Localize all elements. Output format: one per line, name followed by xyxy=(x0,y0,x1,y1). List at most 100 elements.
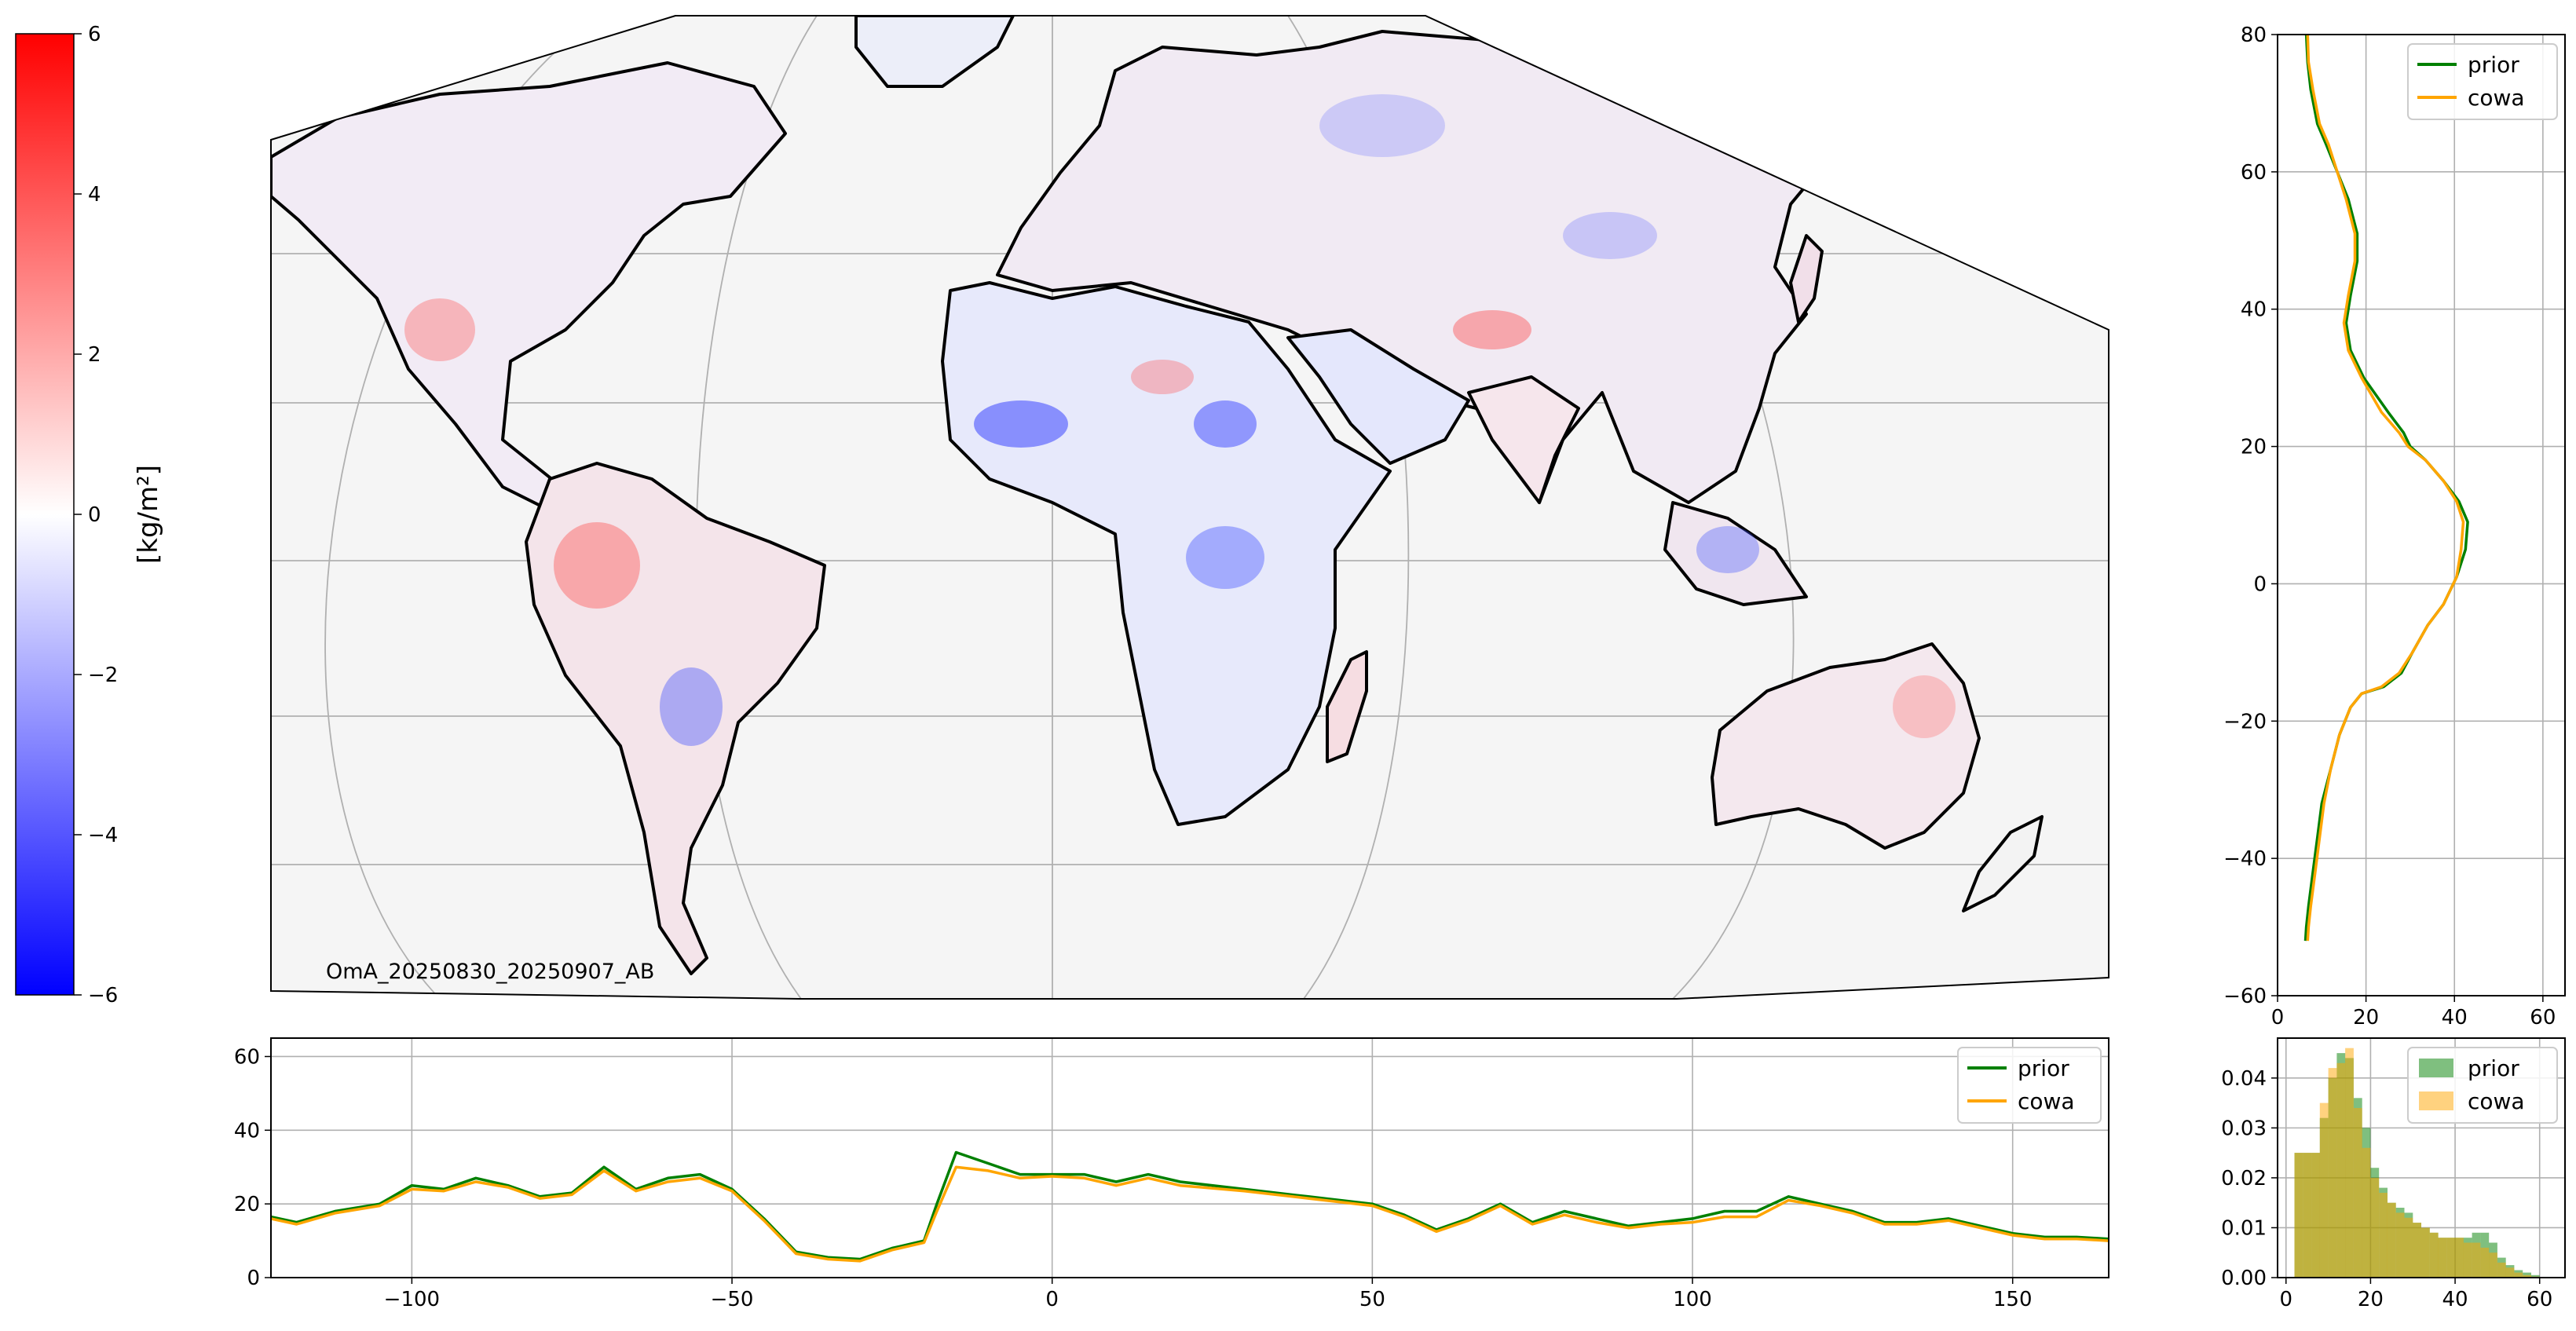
histogram-bar-cowa xyxy=(2311,1153,2320,1278)
colorbar-tick-label: −4 xyxy=(88,824,118,847)
colorbar-gradient xyxy=(15,33,75,996)
colorbar-ticks: 6 4 2 0 −2 −4 −6 xyxy=(74,23,118,1007)
colorbar: 6 4 2 0 −2 −4 −6 [kg/m²] xyxy=(15,23,164,1007)
legend-cowa-label: cowa xyxy=(2468,1088,2525,1114)
map-boundary xyxy=(270,15,2109,1000)
histogram-xtick-label: 0 xyxy=(2279,1288,2292,1311)
histogram-ytick-label: 0.01 xyxy=(2221,1216,2267,1240)
histogram-bar-cowa xyxy=(2480,1247,2490,1278)
latitude-profile-ytick-label: −20 xyxy=(2223,710,2267,733)
longitude-profile-line-prior xyxy=(271,1150,2109,1261)
colorbar-tick-label: 0 xyxy=(88,503,101,527)
histogram-bar-cowa xyxy=(2353,1108,2362,1278)
latitude-profile-line-cowa xyxy=(2306,35,2465,942)
histogram-bar-cowa xyxy=(2429,1232,2439,1278)
landmass-south-america xyxy=(525,462,826,975)
colorbar-tick-label: −6 xyxy=(88,984,118,1007)
histogram-bar-cowa xyxy=(2472,1242,2481,1278)
histogram-bar-cowa xyxy=(2413,1223,2421,1278)
longitude-profile-ytick-label: 20 xyxy=(234,1193,260,1216)
histogram-bar-cowa xyxy=(2438,1238,2447,1278)
histogram-bar-cowa xyxy=(2514,1272,2523,1278)
longitude-profile-ytick-label: 0 xyxy=(247,1267,260,1290)
legend-cowa-label: cowa xyxy=(2468,85,2525,111)
histogram-bar-cowa xyxy=(2294,1153,2303,1278)
latitude-profile-ytick-label: −40 xyxy=(2223,847,2267,871)
longitude-profile-legend: prior cowa xyxy=(1957,1047,2102,1124)
latitude-profile-xtick-label: 20 xyxy=(2353,1006,2379,1029)
histogram-bar-cowa xyxy=(2505,1267,2515,1278)
latitude-profile-xtick-label: 40 xyxy=(2442,1006,2468,1029)
histogram-bar-prior xyxy=(2530,1274,2540,1278)
latitude-profile-legend: prior cowa xyxy=(2407,43,2558,120)
histogram-panel: 0 20 40 60 0.00 0.01 0.02 0.03 0.04 prior cowa xyxy=(2221,1037,2566,1311)
histogram-bar-cowa xyxy=(2328,1068,2337,1278)
map-panel: OmA_20250830_20250907_AB xyxy=(270,15,2109,1000)
landmass-greenland xyxy=(854,16,1015,88)
legend-cowa-label: cowa xyxy=(2018,1088,2075,1114)
anomaly-patches xyxy=(404,94,1956,746)
histogram-bar-cowa xyxy=(2421,1227,2430,1278)
landmass-north-america xyxy=(271,61,787,512)
colorbar-tick-label: 4 xyxy=(88,183,101,207)
longitude-profile-lines xyxy=(271,1150,2109,1263)
histogram-legend: prior cowa xyxy=(2407,1047,2558,1124)
histogram-ytick-label: 0.00 xyxy=(2221,1267,2267,1290)
colorbar-tick-label: 6 xyxy=(88,23,101,46)
landmass-india xyxy=(1467,375,1580,504)
longitude-profile-xtick-label: −100 xyxy=(384,1288,440,1311)
histogram-bar-cowa xyxy=(2497,1262,2506,1278)
histogram-bar-cowa xyxy=(2463,1242,2472,1278)
histogram-bar-cowa xyxy=(2303,1153,2312,1278)
latitude-profile-ytick-label: 40 xyxy=(2241,298,2267,322)
histogram-ticks: 0 20 40 60 0.00 0.01 0.02 0.03 0.04 xyxy=(2221,1067,2552,1311)
histogram-bar-cowa xyxy=(2362,1147,2371,1278)
longitude-profile-ytick-label: 40 xyxy=(234,1119,260,1143)
longitude-profile-frame xyxy=(270,1037,2109,1278)
map-annotation: OmA_20250830_20250907_AB xyxy=(326,960,654,984)
latitude-profile-panel: 0 20 40 60 −60 −40 −20 0 20 40 60 80 prior cowa xyxy=(2223,24,2566,1029)
histogram-bar-cowa xyxy=(2319,1102,2329,1278)
latitude-profile-ticks: 0 20 40 60 −60 −40 −20 0 20 40 60 80 xyxy=(2223,24,2556,1029)
longitude-profile-grid xyxy=(271,1038,2109,1278)
histogram-bar-cowa xyxy=(2404,1217,2413,1278)
landmass-madagascar xyxy=(1326,650,1368,763)
histogram-xtick-label: 60 xyxy=(2527,1288,2552,1311)
legend-prior-label: prior xyxy=(2468,1055,2519,1081)
longitude-profile-xtick-label: −50 xyxy=(711,1288,754,1311)
histogram-bar-cowa xyxy=(2523,1274,2531,1278)
histogram-ytick-label: 0.02 xyxy=(2221,1167,2267,1190)
histogram-bar-cowa xyxy=(2455,1238,2464,1278)
histogram-ytick-label: 0.03 xyxy=(2221,1117,2267,1140)
histogram-bar-cowa xyxy=(2336,1062,2346,1278)
latitude-profile-xtick-label: 60 xyxy=(2530,1006,2556,1029)
histogram-bar-cowa xyxy=(2446,1238,2456,1278)
latitude-profile-line-prior xyxy=(2303,35,2469,942)
longitude-profile-ticks: −100 −50 0 50 100 150 0 20 40 60 xyxy=(234,1045,2033,1311)
landmass-southeast-asia xyxy=(1663,501,1808,606)
latitude-profile-ytick-label: 0 xyxy=(2253,572,2267,596)
longitude-profile-xtick-label: 0 xyxy=(1045,1288,1059,1311)
legend-prior-label: prior xyxy=(2018,1055,2069,1081)
legend-cowa-swatch xyxy=(2419,1091,2453,1110)
latitude-profile-ytick-label: −60 xyxy=(2223,985,2267,1008)
histogram-bar-cowa xyxy=(2370,1177,2380,1278)
histogram-xtick-label: 40 xyxy=(2442,1288,2468,1311)
longitude-profile-xtick-label: 50 xyxy=(1359,1288,1385,1311)
landmass-japan xyxy=(1789,234,1824,324)
legend-prior-swatch xyxy=(2419,1059,2453,1077)
latitude-profile-grid xyxy=(2277,34,2565,996)
latitude-profile-ytick-label: 80 xyxy=(2241,24,2267,47)
histogram-bar-cowa xyxy=(2387,1202,2396,1278)
landmass-australia xyxy=(1711,642,1981,850)
histogram-xtick-label: 20 xyxy=(2358,1288,2384,1311)
landmass-arabia xyxy=(1286,328,1470,465)
latitude-profile-ytick-label: 60 xyxy=(2241,161,2267,185)
histogram-bars xyxy=(2294,1048,2540,1278)
longitude-profile-xtick-label: 100 xyxy=(1673,1288,1712,1311)
histogram-bar-cowa xyxy=(2345,1048,2354,1278)
landmass-new-zealand xyxy=(1962,815,2044,912)
latitude-profile-ytick-label: 20 xyxy=(2241,436,2267,459)
colorbar-tick-label: −2 xyxy=(88,664,118,687)
